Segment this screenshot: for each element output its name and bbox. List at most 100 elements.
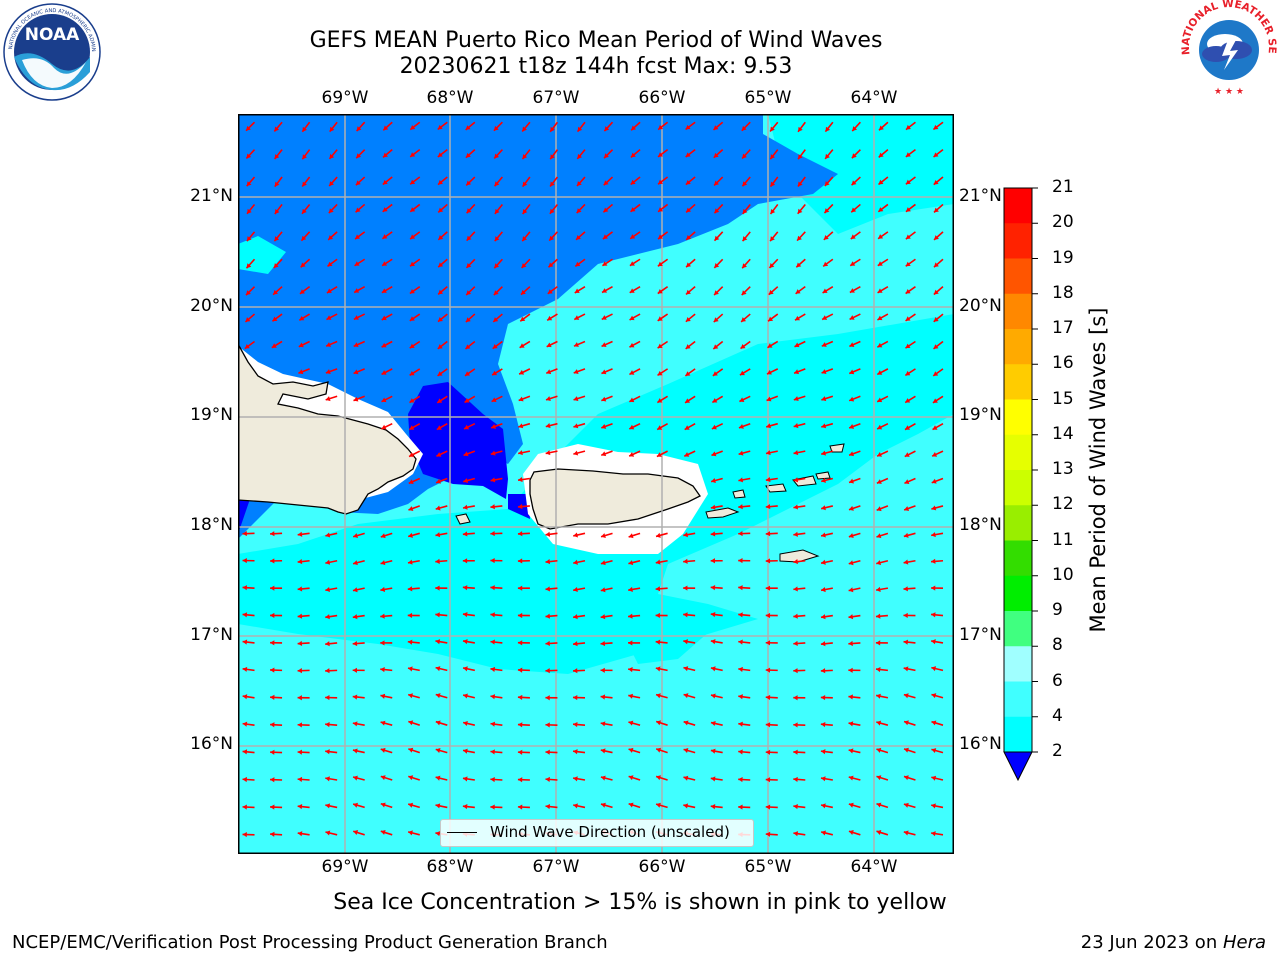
wind-wave-arrowhead [463, 639, 468, 645]
wind-wave-arrowhead [410, 207, 416, 212]
wind-wave-arrowhead [408, 802, 414, 808]
wind-wave-arrowhead [246, 290, 251, 296]
wind-wave-arrowhead [353, 315, 359, 320]
wind-wave-arrowhead [905, 124, 911, 130]
wind-wave-arrowhead [931, 505, 937, 511]
wind-wave-arrowhead [462, 804, 468, 810]
wind-wave-arrowhead [518, 423, 524, 429]
wind-wave-arrowhead [683, 775, 689, 781]
wind-wave-arrowhead [738, 639, 743, 645]
wind-wave-arrowhead [270, 831, 275, 837]
wind-wave-arrowhead [600, 587, 606, 593]
wind-wave-arrowhead [517, 612, 523, 619]
wind-wave-arrowhead [797, 235, 802, 241]
wind-wave-arrowhead [821, 830, 826, 836]
wind-wave-arrowhead [740, 343, 746, 349]
wind-wave-arrowhead [352, 667, 357, 673]
wind-wave-arrowhead [822, 288, 828, 293]
wind-wave-arrowhead [848, 721, 854, 727]
wind-wave-arrowhead [683, 558, 688, 564]
legend-line-swatch [447, 832, 477, 833]
wind-wave-arrowhead [628, 613, 633, 619]
colorbar-tick-label: 18 [1052, 282, 1074, 303]
wind-wave-arrowhead [683, 639, 688, 645]
wind-wave-arrowhead [849, 451, 855, 457]
wind-wave-arrowhead [710, 504, 716, 510]
wind-wave-arrowhead [903, 532, 909, 538]
wind-wave-arrowhead [242, 612, 248, 618]
wind-wave-arrowhead [435, 720, 441, 726]
wind-wave-arrowhead [770, 126, 775, 132]
lon-label-bottom-64w: 64°W [850, 857, 898, 877]
wind-wave-arrowhead [630, 207, 636, 212]
wind-wave-arrowhead [657, 398, 663, 403]
wind-wave-arrowhead [876, 830, 882, 835]
colorbar-extend-triangle [1003, 751, 1033, 782]
wind-wave-arrowhead [798, 126, 803, 132]
wind-wave-arrowhead [381, 370, 387, 375]
wind-wave-arrowhead [604, 153, 609, 159]
wind-wave-arrowhead [352, 640, 358, 647]
wind-wave-arrowhead [494, 263, 500, 269]
colorbar-segment [1004, 681, 1032, 718]
wind-wave-arrowhead [242, 749, 248, 755]
wind-wave-arrowhead [325, 830, 331, 836]
colorbar-segment [1004, 575, 1032, 612]
wind-wave-arrowhead [297, 559, 303, 565]
wind-wave-arrowhead [493, 290, 499, 296]
field-2-4s-west [238, 499, 278, 539]
wind-wave-arrowhead [851, 207, 857, 213]
wind-wave-arrowhead [408, 506, 414, 511]
wind-wave-arrowhead [876, 506, 882, 512]
wind-wave-arrowhead [246, 125, 251, 131]
lon-label-top-65w: 65°W [744, 88, 792, 108]
wind-wave-arrowhead [519, 343, 525, 348]
wind-wave-arrowhead [494, 153, 500, 159]
colorbar-tick-label: 9 [1052, 600, 1063, 620]
wind-wave-arrowhead [520, 316, 526, 322]
wind-wave-arrowhead [710, 612, 716, 618]
wind-wave-arrowhead [492, 343, 498, 349]
wind-wave-arrowhead [247, 208, 252, 214]
land-vieques [705, 507, 740, 519]
wind-wave-arrowhead [545, 722, 550, 728]
wind-wave-arrowhead [353, 560, 358, 566]
wind-wave-arrowhead [435, 532, 441, 538]
lat-label-left-17n: 17°N [190, 625, 233, 645]
wind-wave-arrowhead [714, 180, 719, 186]
wind-wave-arrowhead [793, 586, 798, 592]
wind-wave-arrowhead [848, 560, 854, 566]
wind-wave-arrowhead [518, 477, 523, 483]
wind-wave-arrowhead [522, 236, 527, 242]
wind-wave-arrowhead [437, 152, 443, 158]
wind-wave-arrowhead [270, 558, 275, 564]
wind-wave-arrowhead [714, 290, 719, 296]
colorbar-tick-label: 14 [1052, 423, 1074, 444]
lat-label-left-16n: 16°N [190, 734, 233, 754]
wind-wave-arrowhead [742, 236, 748, 242]
wind-wave-arrowhead [463, 666, 468, 672]
wind-wave-arrowhead [522, 126, 527, 132]
wind-wave-arrowhead [600, 560, 606, 566]
lon-label-top-66w: 66°W [638, 88, 686, 108]
wind-wave-arrowhead [793, 722, 798, 728]
footer-date-text: 23 Jun 2023 on [1080, 932, 1223, 953]
wind-wave-arrowhead [380, 693, 386, 699]
wind-wave-arrowhead [821, 342, 827, 347]
wind-wave-arrowhead [572, 668, 578, 674]
wind-wave-arrowhead [437, 124, 443, 130]
wind-wave-arrowhead [768, 316, 774, 322]
wind-wave-arrowhead [242, 531, 247, 537]
wind-wave-arrowhead [738, 558, 743, 564]
wind-wave-arrowhead [465, 152, 471, 158]
wind-wave-arrowhead [462, 612, 468, 618]
wind-wave-arrowhead [490, 776, 495, 783]
wind-wave-arrowhead [683, 693, 689, 699]
wind-wave-arrowhead [793, 531, 798, 537]
wind-wave-arrowhead [490, 612, 495, 618]
wind-wave-arrowhead [545, 668, 550, 674]
wind-wave-arrowhead [685, 398, 691, 403]
wind-wave-arrowhead [742, 153, 747, 159]
wind-wave-arrowhead [299, 289, 305, 294]
wind-wave-arrowhead [710, 748, 716, 754]
